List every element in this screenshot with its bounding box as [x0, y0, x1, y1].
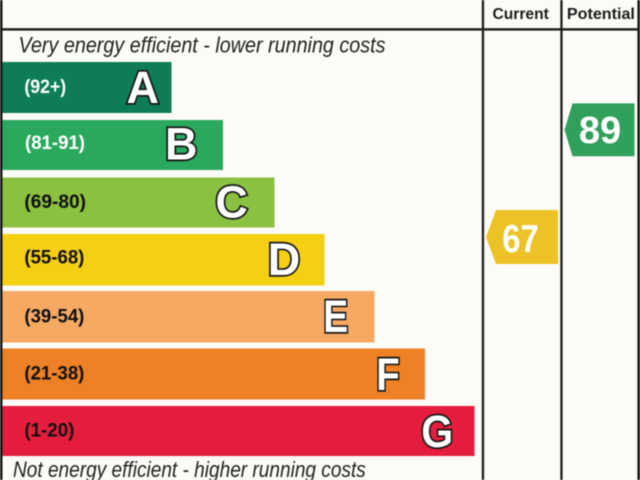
svg-text:89: 89 — [579, 110, 621, 152]
svg-text:F: F — [376, 349, 400, 400]
svg-text:G: G — [421, 406, 453, 457]
svg-text:A: A — [126, 62, 159, 113]
svg-text:Not energy efficient - higher: Not energy efficient - higher running co… — [13, 457, 366, 480]
svg-text:(39-54): (39-54) — [24, 305, 84, 327]
svg-text:(92+): (92+) — [24, 76, 66, 98]
svg-text:(69-80): (69-80) — [24, 191, 86, 213]
svg-text:(55-68): (55-68) — [24, 247, 84, 269]
svg-text:Current: Current — [493, 6, 549, 23]
svg-text:(21-38): (21-38) — [24, 362, 84, 384]
svg-text:Potential: Potential — [567, 6, 635, 23]
svg-text:E: E — [323, 291, 348, 342]
svg-text:Very energy efficient - lower: Very energy efficient - lower running co… — [19, 33, 386, 58]
svg-text:(1-20): (1-20) — [24, 419, 74, 441]
svg-text:C: C — [215, 177, 248, 228]
svg-text:B: B — [165, 119, 198, 170]
svg-text:D: D — [268, 234, 301, 285]
svg-text:67: 67 — [502, 218, 539, 261]
svg-text:(81-91): (81-91) — [25, 132, 85, 154]
